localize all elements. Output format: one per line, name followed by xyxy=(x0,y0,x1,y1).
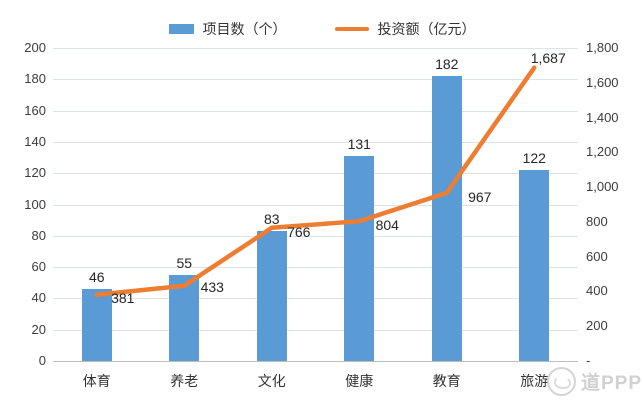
right-axis-tick: 1,600 xyxy=(586,74,619,90)
right-axis-tick: 1,400 xyxy=(586,109,619,125)
gridline xyxy=(53,235,578,237)
category-label-体育: 体育 xyxy=(82,373,111,389)
left-axis-tick: 80 xyxy=(31,227,46,243)
watermark: 道PPP xyxy=(547,367,642,396)
line-value-label: 967 xyxy=(468,188,492,205)
legend-label-projects: 项目数（个） xyxy=(202,21,287,37)
bar-教育 xyxy=(431,76,462,361)
bar-健康 xyxy=(344,155,375,361)
legend-item-projects: 项目数（个） xyxy=(168,19,287,39)
left-axis-tick: 20 xyxy=(31,321,46,337)
gridline xyxy=(53,110,578,112)
right-axis-tick: - xyxy=(586,353,591,368)
left-axis-tick: 60 xyxy=(31,259,46,275)
bar-体育 xyxy=(81,289,112,361)
legend: 项目数（个） 投资额（亿元） xyxy=(0,18,644,40)
investment-line-path xyxy=(94,65,537,297)
right-axis-tick: 800 xyxy=(586,213,608,229)
right-axis-tick: 600 xyxy=(586,248,608,264)
line-value-label: 766 xyxy=(287,223,311,240)
left-axis-tick: 160 xyxy=(24,102,46,118)
category-label-文化: 文化 xyxy=(257,373,286,389)
gridline xyxy=(53,141,578,143)
bar-value-label: 46 xyxy=(88,269,105,285)
bar-value-label: 131 xyxy=(347,135,371,152)
bar-旅游 xyxy=(519,170,550,361)
left-axis-tick: 140 xyxy=(24,133,46,149)
right-axis-tick: 1,200 xyxy=(586,144,619,160)
category-label-教育: 教育 xyxy=(432,373,461,389)
category-label-旅游: 旅游 xyxy=(520,373,549,389)
left-axis-tick: 200 xyxy=(24,40,46,55)
bar-value-label: 55 xyxy=(176,254,193,271)
left-axis-tick: 120 xyxy=(24,165,46,181)
category-label-养老: 养老 xyxy=(170,373,199,389)
watermark-logo-icon xyxy=(547,367,576,396)
bar-文化 xyxy=(256,231,287,361)
gridline xyxy=(53,204,578,206)
gridline xyxy=(53,48,578,49)
category-label-健康: 健康 xyxy=(345,373,374,389)
gridline xyxy=(53,329,578,331)
line-value-label: 804 xyxy=(375,217,399,234)
bar-value-label: 122 xyxy=(522,150,546,167)
right-axis-tick: 400 xyxy=(586,283,608,299)
line-value-label: 1,687 xyxy=(530,49,566,66)
legend-label-investment: 投资额（亿元） xyxy=(377,21,476,37)
gridline xyxy=(53,79,578,81)
gridline xyxy=(53,298,578,300)
investment-line xyxy=(94,65,537,297)
line-series-swatch-icon xyxy=(334,27,369,31)
line-value-label: 433 xyxy=(200,278,224,295)
line-value-label: 381 xyxy=(111,289,135,306)
gridline xyxy=(53,267,578,269)
left-axis-tick: 0 xyxy=(38,353,46,368)
bar-value-label: 182 xyxy=(435,56,459,73)
left-axis-tick: 40 xyxy=(31,290,46,306)
bar-养老 xyxy=(169,274,200,361)
bar-value-label: 83 xyxy=(263,211,280,228)
watermark-text: 道PPP xyxy=(581,373,643,394)
right-axis-tick: 1,000 xyxy=(586,179,619,195)
x-axis-line xyxy=(53,361,578,362)
legend-item-investment: 投资额（亿元） xyxy=(334,19,476,39)
bar-series-swatch-icon xyxy=(168,24,194,34)
left-axis-tick: 180 xyxy=(24,71,46,87)
right-axis-tick: 1,800 xyxy=(586,40,619,55)
left-axis-tick: 100 xyxy=(24,196,46,212)
right-axis-tick: 200 xyxy=(586,318,608,334)
gridline xyxy=(53,173,578,175)
